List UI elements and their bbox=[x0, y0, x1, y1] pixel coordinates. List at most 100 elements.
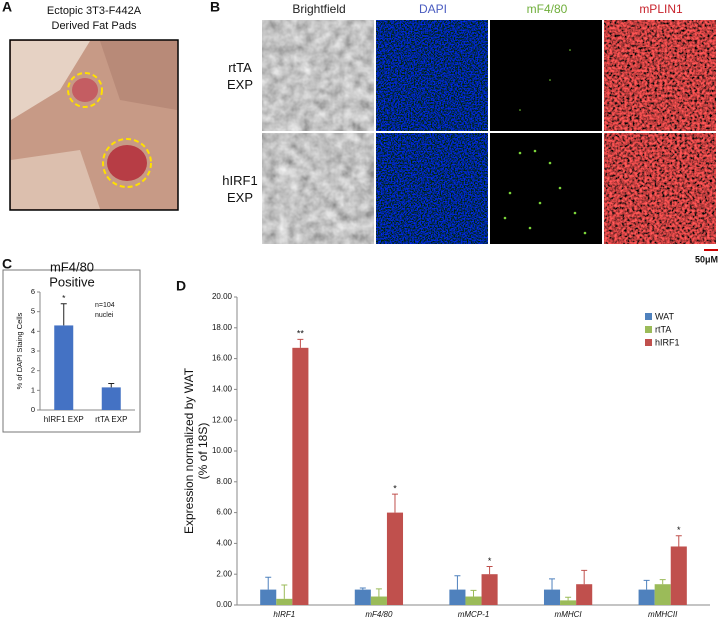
bar bbox=[449, 589, 466, 605]
row-label: hIRF1 bbox=[222, 173, 257, 188]
fluorescent-cell bbox=[549, 79, 551, 81]
column-header: mF4/80 bbox=[527, 2, 568, 16]
y-tick-label: 6.00 bbox=[216, 508, 232, 517]
legend-label: hIRF1 bbox=[655, 337, 680, 347]
bar bbox=[543, 589, 561, 605]
error-bar bbox=[486, 566, 493, 575]
fluorescent-cell bbox=[528, 226, 532, 230]
panel-title: Derived Fat Pads bbox=[52, 20, 137, 32]
panel-letter: D bbox=[176, 278, 186, 294]
x-tick-label: mMHCI bbox=[555, 610, 583, 619]
error-bar bbox=[281, 584, 288, 599]
y-tick-label: 0 bbox=[31, 405, 35, 414]
panel-letter: A bbox=[2, 0, 12, 15]
error-bar bbox=[454, 575, 461, 590]
legend-swatch bbox=[645, 326, 652, 333]
significance-mark: ** bbox=[297, 329, 305, 339]
error-bar bbox=[108, 382, 115, 388]
error-bar bbox=[375, 588, 382, 597]
column-header: Brightfield bbox=[292, 2, 345, 16]
bar bbox=[560, 600, 577, 605]
bar bbox=[386, 512, 404, 605]
y-tick-label: 16.00 bbox=[212, 354, 233, 363]
y-tick-label: 2.00 bbox=[216, 569, 232, 578]
annotation: n=104 bbox=[95, 302, 115, 309]
bar bbox=[354, 589, 371, 605]
significance-mark: * bbox=[62, 293, 66, 303]
bar bbox=[481, 574, 498, 605]
error-bar bbox=[565, 596, 572, 601]
x-tick-label: rtTA EXP bbox=[95, 415, 127, 424]
error-bar bbox=[297, 338, 304, 348]
fluorescent-cell bbox=[573, 211, 577, 215]
y-tick-label: 5 bbox=[31, 307, 35, 316]
x-tick-label: mF4/80 bbox=[365, 610, 393, 619]
x-tick-label: hIRF1 bbox=[273, 610, 295, 619]
error-bar bbox=[391, 493, 398, 513]
x-tick-label: mMCP-1 bbox=[458, 610, 490, 619]
bar bbox=[654, 584, 671, 605]
row-label: EXP bbox=[227, 190, 253, 205]
error-bar bbox=[470, 589, 477, 597]
legend-label: rtTA bbox=[655, 324, 671, 334]
y-tick-label: 20.00 bbox=[212, 292, 233, 301]
micrograph bbox=[376, 20, 488, 131]
panel-letter: C bbox=[2, 256, 12, 272]
bar bbox=[638, 589, 655, 605]
error-bar bbox=[359, 587, 366, 590]
y-tick-label: 4.00 bbox=[216, 539, 232, 548]
y-tick-label: 12.00 bbox=[212, 415, 233, 424]
bar bbox=[292, 347, 309, 605]
y-tick-label: 18.00 bbox=[212, 323, 233, 332]
error-bar bbox=[659, 579, 666, 585]
error-bar bbox=[60, 303, 67, 326]
x-tick-label: hIRF1 EXP bbox=[44, 415, 84, 424]
y-tick-label: 4 bbox=[31, 326, 35, 335]
significance-mark: * bbox=[393, 483, 397, 493]
error-bar bbox=[643, 579, 650, 590]
fluorescent-cell bbox=[583, 231, 587, 235]
micrograph-grid: Brightfield DAPI mF4/80 mPLIN1 rtTA EXP hIRF1 E… bbox=[222, 2, 716, 244]
fluorescent-cell bbox=[533, 149, 537, 153]
bar bbox=[576, 584, 593, 605]
y-tick-label: 10.00 bbox=[212, 446, 233, 455]
legend-label: WAT bbox=[655, 311, 674, 321]
micrograph bbox=[262, 20, 374, 131]
fluorescent-cell bbox=[558, 186, 562, 190]
x-tick-label: mMHCII bbox=[648, 610, 678, 619]
row-label: EXP bbox=[227, 77, 253, 92]
micrograph bbox=[604, 133, 716, 244]
micrograph bbox=[376, 133, 488, 244]
photo bbox=[9, 39, 179, 211]
panel-title: Ectopic 3T3-F442A bbox=[47, 5, 142, 17]
y-tick-label: 8.00 bbox=[216, 477, 232, 486]
y-tick-label: 0.00 bbox=[216, 600, 232, 609]
bar bbox=[276, 598, 293, 605]
legend-swatch bbox=[645, 313, 652, 320]
panel-letter: B bbox=[210, 0, 220, 15]
y-tick-label: 14.00 bbox=[212, 385, 233, 394]
micrograph bbox=[490, 133, 602, 244]
micrograph bbox=[604, 20, 716, 131]
y-tick-label: 3 bbox=[31, 346, 35, 355]
fluorescent-cell bbox=[519, 109, 521, 111]
fluorescent-cell bbox=[548, 161, 552, 165]
bar bbox=[370, 596, 387, 605]
annotation: nuclei bbox=[95, 312, 114, 319]
bar bbox=[54, 325, 74, 410]
column-header: mPLIN1 bbox=[639, 2, 683, 16]
fluorescent-cell bbox=[508, 191, 512, 195]
y-tick-label: 2 bbox=[31, 366, 35, 375]
bar bbox=[260, 589, 277, 605]
error-bar bbox=[549, 578, 556, 590]
micrograph bbox=[262, 133, 374, 244]
fluorescent-cell bbox=[569, 49, 571, 51]
micrograph bbox=[490, 20, 602, 131]
y-axis-label: (% of 18S) bbox=[196, 423, 210, 480]
error-bar bbox=[581, 569, 588, 585]
fluorescent-cell bbox=[538, 201, 542, 205]
legend-swatch bbox=[645, 339, 652, 346]
bar bbox=[670, 546, 687, 605]
panel-frame bbox=[2, 269, 141, 433]
